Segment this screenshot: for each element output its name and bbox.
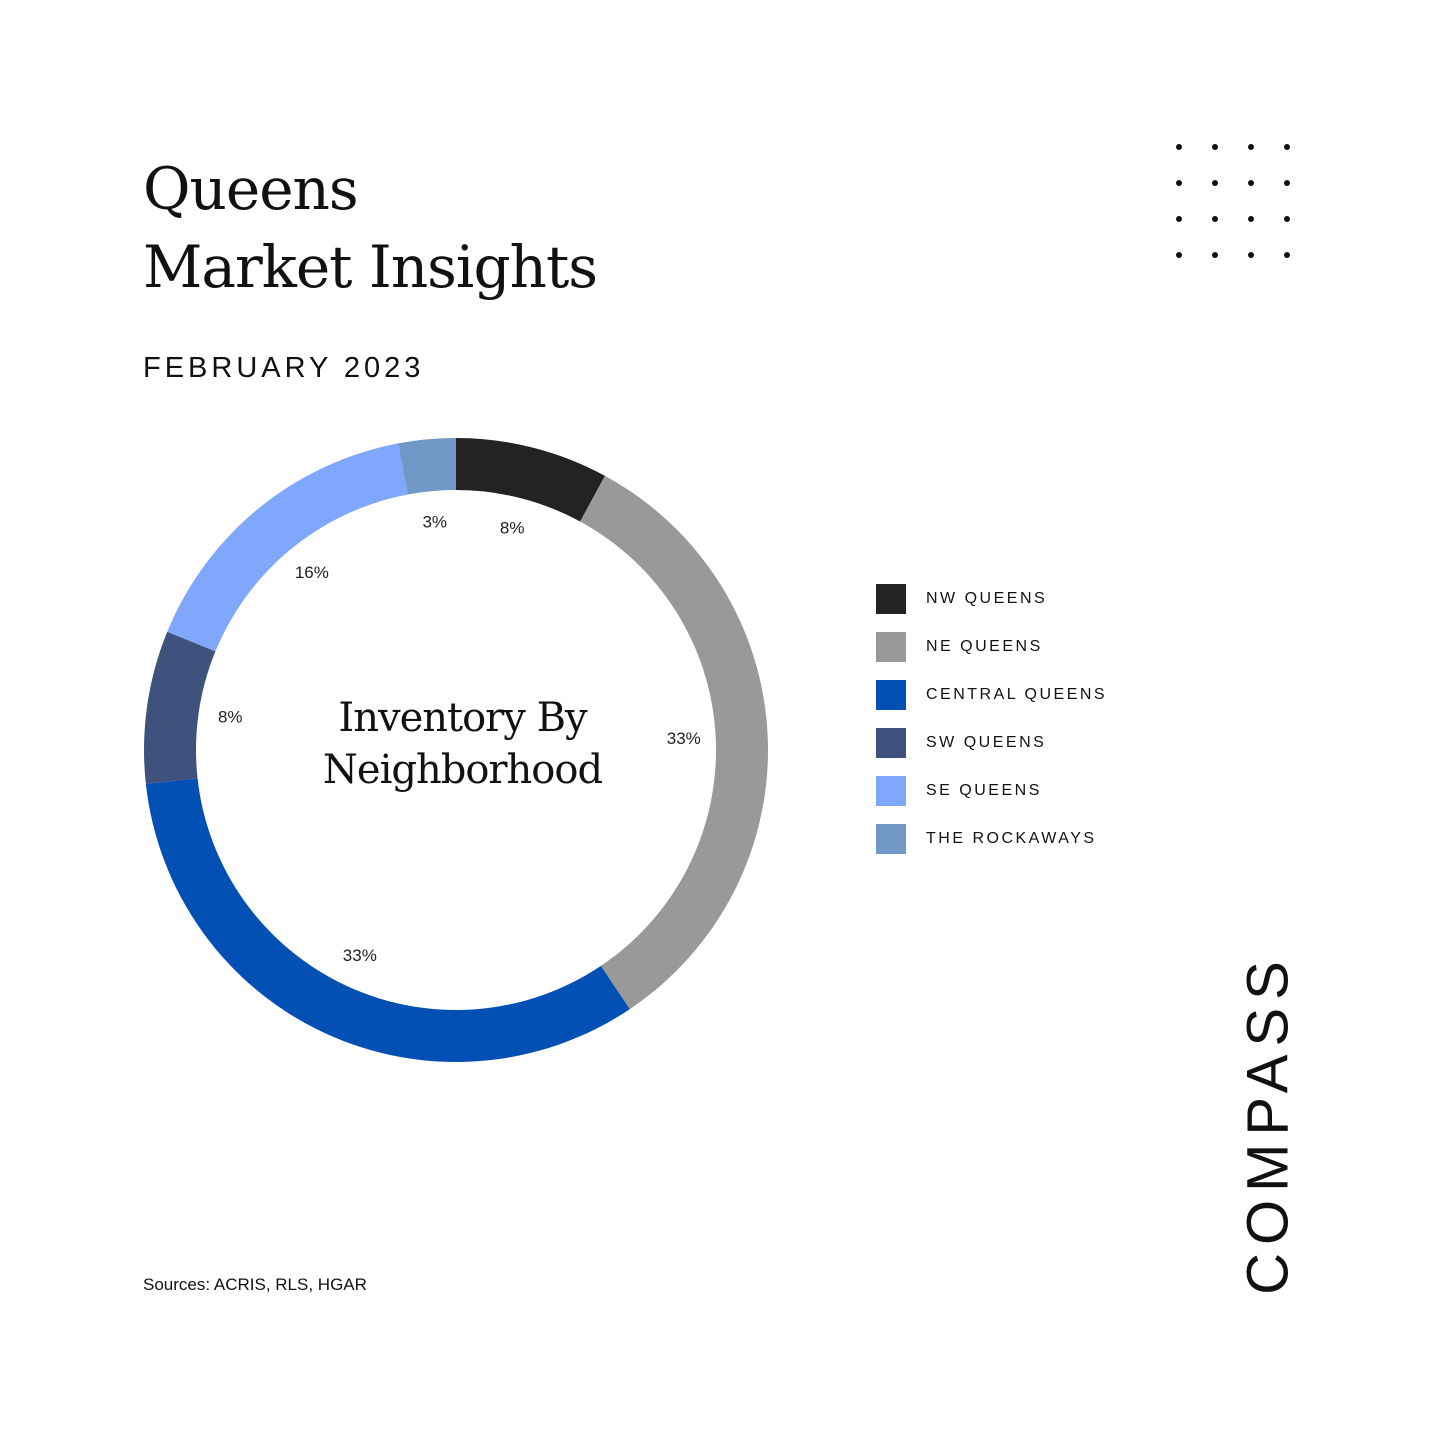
grid-dot [1248,180,1254,186]
legend-label: SE QUEENS [926,782,1042,799]
grid-dot [1248,216,1254,222]
sources-note: Sources: ACRIS, RLS, HGAR [143,1275,367,1294]
slice-value-label: 16% [295,563,329,582]
slice-value-label: 3% [422,512,447,531]
chart-center-label: Inventory By Neighborhood [290,692,635,796]
legend-swatch [876,680,906,710]
slice-value-label: 33% [667,729,701,748]
title-line-2: Market Insights [143,233,598,301]
legend-item: NE QUEENS [876,623,1107,671]
dot-grid-decoration [1176,144,1296,264]
legend-swatch [876,728,906,758]
grid-dot [1212,144,1218,150]
slice-value-label: 33% [343,946,377,965]
grid-dot [1284,252,1290,258]
legend-swatch [876,584,906,614]
page-title: Queens Market Insights [143,150,598,306]
grid-dot [1212,216,1218,222]
center-label-line-1: Inventory By [338,695,587,741]
grid-dot [1212,180,1218,186]
legend-label: CENTRAL QUEENS [926,686,1108,703]
grid-dot [1248,144,1254,150]
compass-logo: COMPASS [1235,953,1301,1295]
legend-item: SE QUEENS [876,767,1107,815]
donut-slice [144,631,216,784]
grid-dot [1176,144,1182,150]
legend-swatch [876,824,906,854]
grid-dot [1176,252,1182,258]
legend-label: NW QUEENS [926,590,1048,607]
donut-slice [456,438,605,522]
legend-label: THE ROCKAWAYS [926,830,1097,847]
legend-item: SW QUEENS [876,719,1107,767]
report-date: FEBRUARY 2023 [143,352,425,384]
grid-dot [1176,180,1182,186]
title-line-1: Queens [143,155,359,223]
legend-swatch [876,776,906,806]
legend-item: CENTRAL QUEENS [876,671,1107,719]
slice-value-label: 8% [218,708,243,727]
legend-item: THE ROCKAWAYS [876,815,1107,863]
donut-slice [580,475,768,1010]
legend-label: NE QUEENS [926,638,1043,655]
grid-dot [1212,252,1218,258]
center-label-line-2: Neighborhood [322,747,603,793]
grid-dot [1284,180,1290,186]
grid-dot [1176,216,1182,222]
legend-label: SW QUEENS [926,734,1047,751]
legend-item: NW QUEENS [876,575,1107,623]
slice-value-label: 8% [500,519,525,538]
grid-dot [1284,144,1290,150]
grid-dot [1284,216,1290,222]
donut-slice [167,443,408,652]
grid-dot [1248,252,1254,258]
donut-slice [398,438,456,495]
legend-swatch [876,632,906,662]
donut-slice [145,778,630,1062]
chart-legend: NW QUEENS NE QUEENS CENTRAL QUEENS SW QUEEN… [876,575,1107,863]
